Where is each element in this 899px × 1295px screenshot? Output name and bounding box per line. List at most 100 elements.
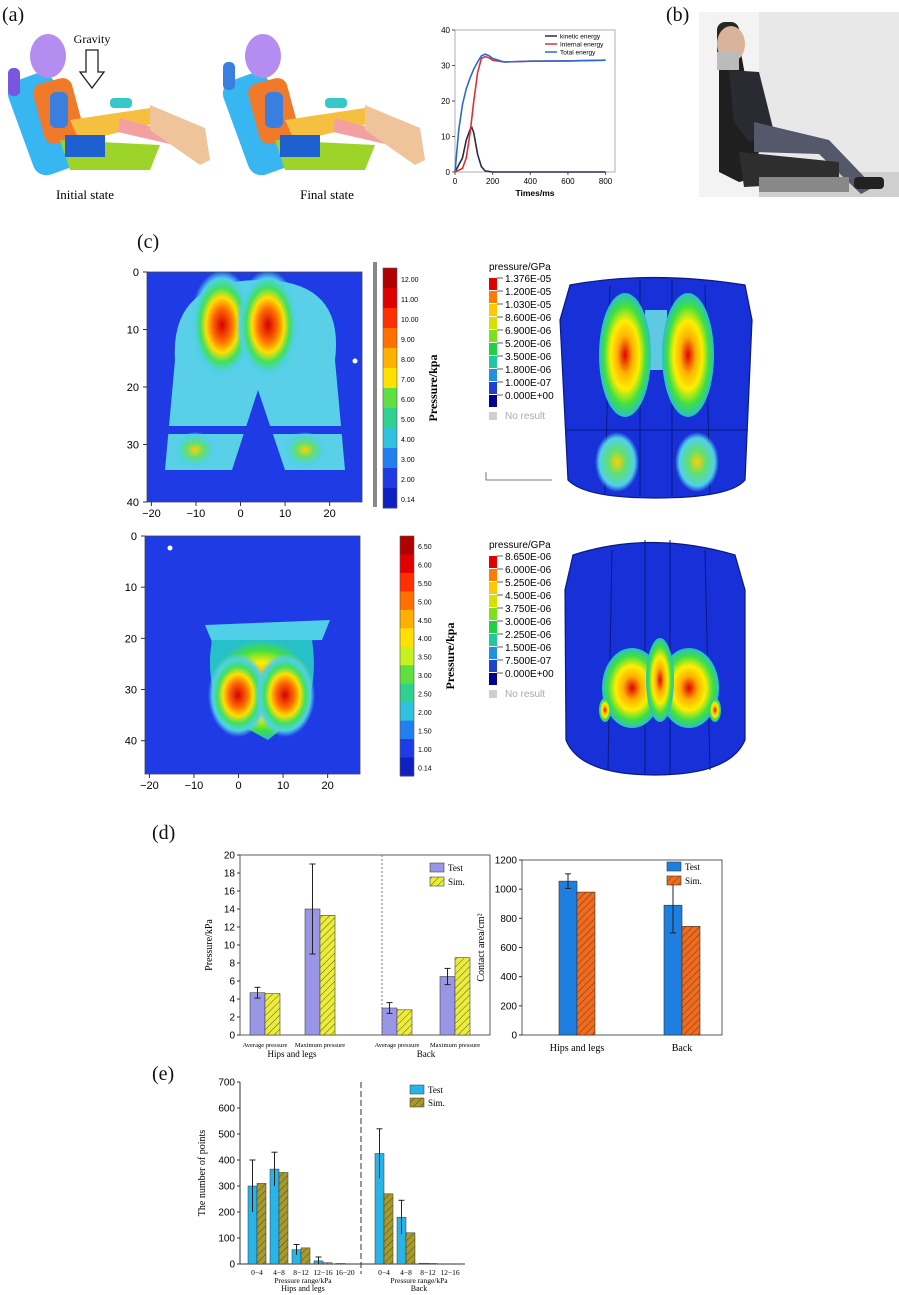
colorbar-tick-label: 11.00 [401, 297, 418, 304]
contour-y-tick-label: 30 [125, 685, 137, 697]
measured-contour-seat-axes: −20 −10 0 10 20 0 10 20 30 40 [125, 531, 334, 792]
colorbar-tick-label: 6.50 [418, 544, 432, 551]
pressure-maps: −20 −10 0 10 20 0 10 20 30 40 12.00 11.00 10.00 9.00… [125, 262, 753, 792]
simulated-seat-back [559, 276, 753, 499]
person-legs [754, 122, 874, 194]
d1-group-label: Back [417, 1049, 436, 1059]
sim-legend-value: 6.000E-06 [505, 565, 552, 576]
colorbar-segment [383, 268, 397, 289]
d1-y-tick-label: 12 [224, 923, 236, 934]
initial-state-label: Initial state [56, 187, 114, 202]
contour-y-tick-label: 0 [133, 267, 139, 279]
colorbar-tick-label: 3.00 [418, 673, 432, 680]
colorbar-segment [400, 572, 414, 592]
e-category-label: 12−16 [313, 1268, 332, 1277]
initial-state-dummy [7, 34, 210, 176]
d1-legend-test: Test [448, 863, 463, 873]
colorbar-segment [383, 408, 397, 429]
colorbar-segment [383, 368, 397, 389]
colorbar-tick-label: 0.14 [401, 497, 415, 504]
sim-legend-swatch [489, 356, 497, 368]
contour-y-tick-label: 20 [127, 382, 139, 394]
measured-colorbar-back: 12.00 11.00 10.00 9.00 8.00 7.00 6.00 5.00 4.00 3… [373, 262, 440, 509]
colorbar-tick-label: 5.00 [418, 599, 432, 606]
colorbar-tick-label: 6.00 [418, 562, 432, 569]
colorbar-segment [383, 468, 397, 489]
sim-legend-value: 2.250E-06 [505, 630, 552, 641]
sim-legend-swatch [489, 608, 497, 620]
contour-x-tick-label: −20 [142, 508, 161, 520]
d1-y-tick-label: 14 [224, 905, 236, 916]
d1-y-tick-label: 16 [224, 887, 236, 898]
energy-line-chart: 0 200 400 600 800 0 10 20 30 40 Times/ms kinetic en… [441, 26, 616, 198]
measured-contour-back [146, 270, 363, 503]
sim-legend-swatch [489, 382, 497, 394]
e-legend-swatch-test [409, 1084, 425, 1095]
final-state-label: Final state [300, 187, 354, 202]
colorbar-tick-label: 4.50 [418, 618, 432, 625]
colorbar-tick-label: 4.00 [418, 636, 432, 643]
energy-y-tick-label: 0 [446, 168, 451, 177]
colorbar-segment [400, 609, 414, 629]
sim-legend-value: 5.250E-06 [505, 578, 552, 589]
colorbar-tick-label: 3.50 [418, 655, 432, 662]
d1-y-axis-label: Pressure/kPa [204, 919, 215, 971]
d1-y-tick-label: 18 [224, 869, 236, 880]
colorbar-segment [400, 720, 414, 740]
sim-legend-value: 1.800E-06 [505, 365, 552, 376]
e-y-tick-label: 400 [218, 1156, 235, 1167]
sim-legend-value: 3.500E-06 [505, 352, 552, 363]
contour-x-tick-label: −20 [140, 780, 159, 792]
e-category-label: 0−4 [251, 1268, 263, 1277]
e-legend-swatch-sim [409, 1097, 425, 1108]
energy-x-axis-label: Times/ms [515, 188, 554, 198]
panel-label-e: (e) [152, 1063, 175, 1085]
colorbar-frame [399, 535, 415, 777]
sim-legend-value: 1.376E-05 [505, 274, 552, 285]
colorbar-segment [383, 288, 397, 309]
d2-y-tick-label: 600 [500, 943, 517, 954]
d1-group-label: Hips and legs [268, 1049, 317, 1059]
colorbar-label: Pressure/kpa [426, 355, 440, 422]
gravity-arrow-icon [78, 49, 106, 90]
e-bar-test [418, 1262, 429, 1265]
sim-legend-value: 0.000E+00 [505, 669, 554, 680]
seated-person-photo [699, 12, 899, 197]
colorbar-segment [400, 702, 414, 722]
e-bar-sim [256, 1183, 267, 1265]
contour-y-tick-label: 40 [127, 497, 139, 509]
d2-y-tick-label: 1200 [495, 856, 518, 867]
e-x-axis-label: Pressure range/kPa [274, 1276, 332, 1285]
d1-category-label: Average pressure [375, 1042, 420, 1049]
colorbar-segment [400, 646, 414, 666]
colorbar-scroll-strip [373, 262, 377, 507]
energy-x-tick-label: 600 [561, 177, 575, 186]
sim-legend-title: pressure/GPa [489, 540, 551, 551]
e-legend-test: Test [428, 1085, 443, 1095]
colorbar-tick-label: 10.00 [401, 317, 419, 324]
colorbar-segment [400, 665, 414, 685]
colorbar-segment [383, 348, 397, 369]
contour-x-tick-label: 0 [235, 780, 241, 792]
gravity-label: Gravity [74, 32, 111, 46]
d2-y-tick-label: 0 [511, 1031, 517, 1042]
d1-legend-sim: Sim. [448, 877, 465, 887]
e-y-tick-label: 700 [218, 1078, 235, 1089]
sim-legend-value: 1.030E-05 [505, 300, 552, 311]
contour-x-tick-label: 20 [324, 508, 336, 520]
e-y-tick-label: 500 [218, 1130, 235, 1141]
sim-legend-swatch [489, 304, 497, 316]
colorbar-segment [383, 428, 397, 449]
final-state-dummy [222, 34, 425, 176]
sim-legend-swatch [489, 330, 497, 342]
measured-colorbar-seat: 6.50 6.00 5.50 5.00 4.50 4.00 3.50 3.00 2.50 2.00… [399, 535, 457, 777]
sim-legend-swatch [489, 660, 497, 672]
d1-legend-swatch-test [429, 862, 445, 873]
energy-x-tick-label: 200 [486, 177, 500, 186]
d2-legend-test: Test [685, 862, 700, 872]
e-y-axis-label: The number of points [197, 1130, 208, 1216]
d1-legend-swatch-sim [429, 876, 445, 887]
e-category-label: 4−8 [400, 1268, 412, 1277]
colorbar-segment [383, 328, 397, 349]
